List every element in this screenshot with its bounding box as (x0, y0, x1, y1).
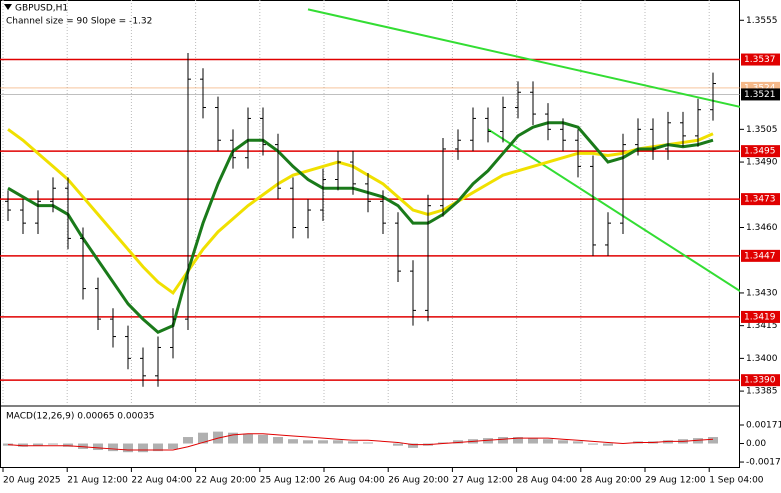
macd-bar (513, 437, 523, 444)
y-tick-label: 1.3385 (746, 387, 778, 397)
macd-bar (498, 437, 508, 444)
macd-tick-label: 0.00 (746, 439, 766, 449)
macd-bar (393, 443, 403, 446)
y-tick-label: 1.3460 (746, 223, 778, 233)
x-tick-label: 22 Aug 20:00 (196, 476, 257, 486)
macd-bar (438, 442, 448, 444)
channel-info: Channel size = 90 Slope = -1.32 (6, 17, 152, 27)
plot-frame (0, 0, 740, 468)
macd-bar (693, 438, 703, 444)
symbol-icon (4, 4, 12, 10)
macd-bar (573, 441, 583, 444)
bid-label: 1.3521 (744, 90, 776, 100)
channel-line (487, 128, 740, 293)
ask-label: 1.3524 (744, 83, 776, 93)
x-tick-label: 26 Aug 20:00 (388, 476, 449, 486)
macd-bar (213, 431, 223, 444)
macd-bar (18, 443, 28, 447)
macd-bar (243, 433, 253, 444)
x-tick-label: 26 Aug 04:00 (324, 476, 385, 486)
channel-line (307, 8, 740, 108)
symbol: GBPUSD,H1 (15, 4, 68, 14)
macd-bar (153, 443, 163, 452)
macd-bar (453, 440, 463, 444)
x-tick-label: 22 Aug 04:00 (131, 476, 192, 486)
macd-bar (198, 432, 208, 444)
y-tick-label: 1.3505 (746, 125, 778, 135)
macd-bar (483, 438, 493, 444)
y-tick-label: 1.3555 (746, 16, 778, 26)
macd-signal (7, 433, 714, 451)
macd-bar (93, 443, 103, 451)
level-label-box (741, 249, 780, 262)
level-label: 1.3537 (744, 55, 776, 65)
macd-tick-label: 0.00171 (746, 421, 781, 431)
macd-bar (543, 439, 553, 444)
macd-bar (708, 437, 718, 444)
macd-bar (528, 438, 538, 444)
macd-label: MACD(12,26,9) 0.00065 0.00035 (6, 412, 155, 422)
y-tick-label: 1.3415 (746, 321, 778, 331)
level-label: 1.3419 (744, 312, 776, 322)
x-tick-label: 21 Aug 12:00 (67, 476, 128, 486)
x-tick-label: 27 Aug 12:00 (452, 476, 513, 486)
y-tick-label: 1.3490 (746, 158, 778, 168)
level-label: 1.3495 (744, 147, 776, 157)
macd-bar (123, 443, 133, 453)
macd-bar (78, 443, 88, 449)
macd-bar (333, 440, 343, 444)
macd-bar (33, 443, 43, 446)
macd-bar (258, 434, 268, 444)
macd-bar (603, 443, 613, 446)
level-label-box (741, 145, 780, 158)
x-tick-label: 1 Sep 04:00 (709, 476, 764, 486)
macd-bar (303, 440, 313, 444)
macd-bar (408, 443, 418, 448)
macd-bar (228, 432, 238, 444)
x-tick-label: 25 Aug 12:00 (260, 476, 321, 486)
y-tick-label: 1.3430 (746, 288, 778, 298)
level-label-box (741, 193, 780, 206)
x-tick-label: 28 Aug 04:00 (517, 476, 578, 486)
macd-tick-label: -0.00171 (746, 458, 781, 468)
macd-bar (183, 437, 193, 444)
level-label: 1.3473 (744, 195, 776, 205)
macd-bar (348, 441, 358, 444)
x-tick-label: 20 Aug 2025 (3, 476, 61, 486)
macd-bar (318, 440, 328, 444)
level-label-box (741, 310, 780, 323)
macd-bar (108, 443, 118, 452)
moving-average (7, 121, 714, 334)
macd-bar (663, 440, 673, 444)
macd-bar (63, 443, 73, 447)
level-label: 1.3447 (744, 251, 776, 261)
level-label-box (741, 53, 780, 66)
level-label-box (741, 374, 780, 387)
macd-bar (288, 439, 298, 444)
macd-bar (558, 440, 568, 444)
macd-bar (273, 437, 283, 444)
level-label: 1.3390 (744, 376, 776, 386)
x-tick-label: 28 Aug 20:00 (581, 476, 642, 486)
y-tick-label: 1.3400 (746, 354, 778, 364)
macd-bar (138, 443, 148, 453)
macd-bar (48, 443, 58, 445)
moving-average (7, 128, 714, 296)
bid-box (741, 88, 780, 101)
macd-bar (588, 443, 598, 445)
x-tick-label: 29 Aug 12:00 (645, 476, 706, 486)
macd-bar (363, 442, 373, 444)
macd-bar (168, 443, 178, 449)
macd-bar (3, 443, 13, 446)
